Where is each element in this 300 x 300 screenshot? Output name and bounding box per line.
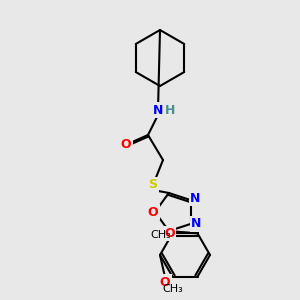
Text: CH₃: CH₃ [150, 230, 171, 240]
Text: N: N [191, 217, 201, 230]
Text: O: O [164, 227, 175, 240]
Text: O: O [148, 206, 158, 218]
Text: S: S [148, 178, 158, 191]
Text: O: O [121, 139, 131, 152]
Text: O: O [160, 275, 170, 289]
Text: N: N [190, 192, 200, 205]
Text: H: H [165, 103, 175, 116]
Text: CH₃: CH₃ [163, 284, 183, 294]
Text: N: N [153, 103, 163, 116]
